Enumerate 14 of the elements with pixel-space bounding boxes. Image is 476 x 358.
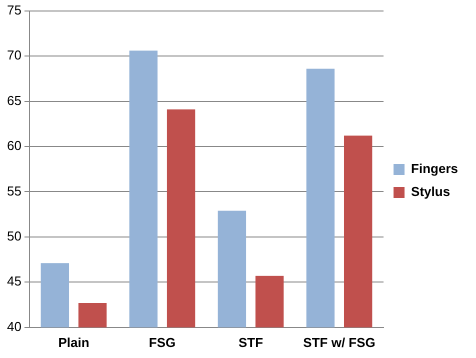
y-tick-label: 70 bbox=[6, 48, 22, 63]
x-tick-label: FSG bbox=[148, 334, 176, 350]
legend-label: Stylus bbox=[411, 184, 450, 200]
x-tick-label: STF w/ FSG bbox=[303, 334, 376, 350]
y-tick-label: 45 bbox=[6, 274, 22, 289]
x-tick-label: STF bbox=[238, 334, 264, 350]
legend-label: Fingers bbox=[411, 161, 458, 176]
y-tick-label: 55 bbox=[6, 183, 22, 198]
y-tick-label: 40 bbox=[6, 318, 22, 334]
y-tick-label: 75 bbox=[6, 2, 22, 18]
y-tick-label: 50 bbox=[6, 228, 22, 244]
y-tick-label: 60 bbox=[6, 138, 22, 154]
x-tick-label: Plain bbox=[58, 334, 90, 350]
y-tick-label: 65 bbox=[6, 92, 22, 108]
